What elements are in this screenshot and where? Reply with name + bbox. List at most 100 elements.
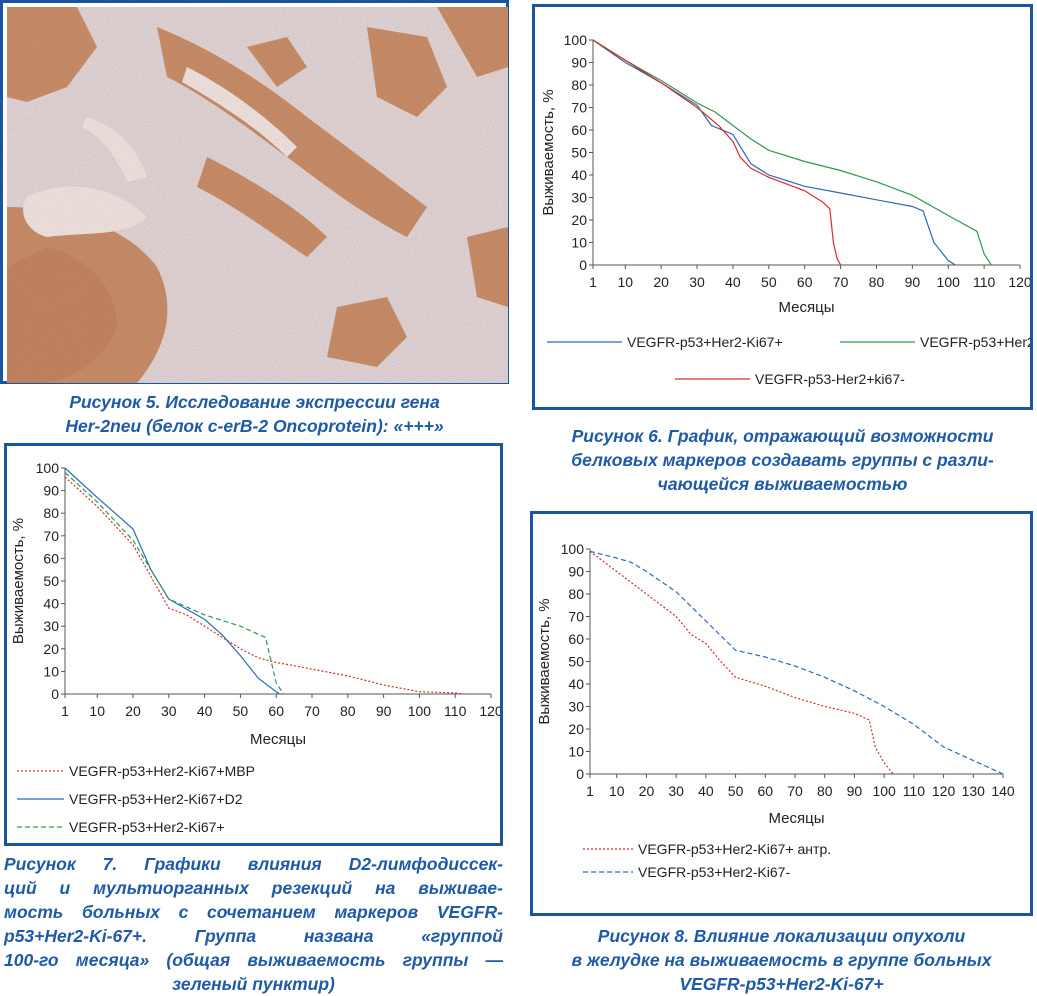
y-tick-label: 10 [571,235,587,251]
x-tick-label: 70 [833,274,849,290]
caption-line: p53+Her2-Ki-67+. Группа названа «группой [4,926,503,946]
x-tick-label: 80 [869,274,885,290]
legend-label: VEGFR-p53+Her2-Ki67+MBP [69,763,255,779]
legend-label: VEGFR-p53+Her2+Ki67+ [920,334,1030,350]
y-tick-label: 40 [571,167,587,183]
x-tick-label: 110 [444,703,467,719]
series-line [592,39,992,266]
x-tick-label: 60 [797,274,813,290]
x-tick-label: 100 [872,783,896,799]
caption-line: Рисунок 7. Графики влияния D2-лимфодиссе… [4,854,503,874]
histology-micrograph-image [7,7,508,383]
figure-6-caption: Рисунок 6. График, отражающий возможност… [532,424,1033,496]
figure-8-caption: Рисунок 8. Влияние локализации опухоли в… [530,924,1033,996]
y-tick-label: 30 [568,699,584,715]
caption-line: белковых маркеров создавать группы с раз… [571,450,994,470]
y-tick-label: 60 [568,631,584,647]
y-tick-label: 50 [568,654,584,670]
y-axis-label: Выживаемость, % [536,598,553,724]
series-line [589,550,1004,775]
y-tick-label: 20 [43,641,59,657]
y-tick-label: 80 [43,505,59,521]
y-tick-label: 100 [564,32,588,48]
x-tick-label: 90 [376,703,392,719]
x-tick-label: 70 [304,703,320,719]
figure-5-caption: Рисунок 5. Исследование экспрессии гена … [0,390,509,438]
y-tick-label: 40 [568,676,584,692]
legend-label: VEGFR-p53+Her2-Ki67+ [627,334,783,350]
y-tick-label: 70 [43,528,59,544]
series-line [592,39,842,266]
y-axis-label: Выживаемость, % [10,518,27,644]
y-tick-label: 90 [568,564,584,580]
y-tick-label: 80 [568,586,584,602]
x-tick-label: 40 [698,783,714,799]
x-tick-label: 80 [817,783,833,799]
x-axis-label: Месяцы [250,731,306,748]
series-line [589,550,894,775]
legend-label: VEGFR-p53+Her2-Ki67+ [69,819,225,835]
caption-line: Рисунок 6. График, отражающий возможност… [571,426,994,446]
x-tick-label: 50 [728,783,744,799]
photo-frame [0,0,509,384]
y-tick-label: 10 [43,663,59,679]
x-tick-label: 1 [589,274,597,290]
caption-line: зеленый пунктир) [172,974,335,994]
x-tick-label: 10 [609,783,625,799]
y-tick-label: 0 [51,686,59,702]
x-tick-label: 30 [689,274,705,290]
x-tick-label: 120 [1008,274,1030,290]
y-tick-label: 70 [568,609,584,625]
figure-8-frame: 0 10 20 30 40 50 60 70 80 90 100 1 10 20 30 40 50 60 70 80 9… [530,511,1033,916]
x-tick-label: 90 [905,274,921,290]
y-tick-label: 60 [43,550,59,566]
x-tick-label: 110 [903,783,926,799]
x-tick-label: 30 [668,783,684,799]
x-tick-label: 130 [962,783,986,799]
y-tick-label: 80 [571,77,587,93]
x-tick-label: 20 [653,274,669,290]
x-tick-label: 90 [847,783,863,799]
x-tick-label: 110 [973,274,996,290]
y-tick-label: 30 [571,190,587,206]
x-tick-label: 100 [408,703,432,719]
caption-line: Рисунок 5. Исследование экспрессии гена [69,392,440,412]
x-tick-label: 40 [197,703,213,719]
y-tick-label: 70 [571,100,587,116]
x-tick-label: 120 [479,703,500,719]
x-tick-label: 80 [340,703,356,719]
caption-line: Her-2neu (белок c-erB-2 Oncoprotein): «+… [65,416,444,436]
x-tick-label: 60 [758,783,774,799]
figure-7-caption: Рисунок 7. Графики влияния D2-лимфодиссе… [4,852,503,996]
series-line [592,39,956,266]
x-tick-label: 20 [639,783,655,799]
y-tick-label: 100 [561,541,585,557]
figure-8-chart: 0 10 20 30 40 50 60 70 80 90 100 1 10 20 30 40 50 60 70 80 9… [536,541,1015,880]
y-tick-label: 40 [43,596,59,612]
figure-6-frame: 0 10 20 30 40 50 60 70 80 90 100 1 10 20 30 40 50 60 70 80 9… [532,4,1037,410]
x-tick-label: 20 [125,703,141,719]
x-tick-label: 40 [725,274,741,290]
legend-label: VEGFR-p53+Her2-Ki67+ антр. [638,841,831,857]
y-tick-label: 20 [568,721,584,737]
x-axis-label: Месяцы [768,810,824,827]
series-line [64,476,463,695]
x-tick-label: 50 [233,703,249,719]
y-tick-label: 20 [571,212,587,228]
histology-micrograph-icon [7,7,508,383]
caption-line: ций и мультиорганных резекций на выживае… [4,878,503,898]
y-tick-label: 0 [576,766,584,782]
legend-label: VEGFR-p53-Her2+ki67- [755,371,905,387]
caption-line: VEGFR-p53+Her2-Ki-67+ [679,974,884,994]
x-axis-label: Месяцы [778,299,834,316]
x-tick-label: 30 [161,703,177,719]
series-line [64,472,284,695]
x-tick-label: 1 [586,783,594,799]
y-tick-label: 0 [579,257,587,273]
y-tick-label: 90 [43,483,59,499]
x-tick-label: 60 [268,703,284,719]
x-tick-label: 100 [937,274,961,290]
x-tick-label: 70 [787,783,803,799]
